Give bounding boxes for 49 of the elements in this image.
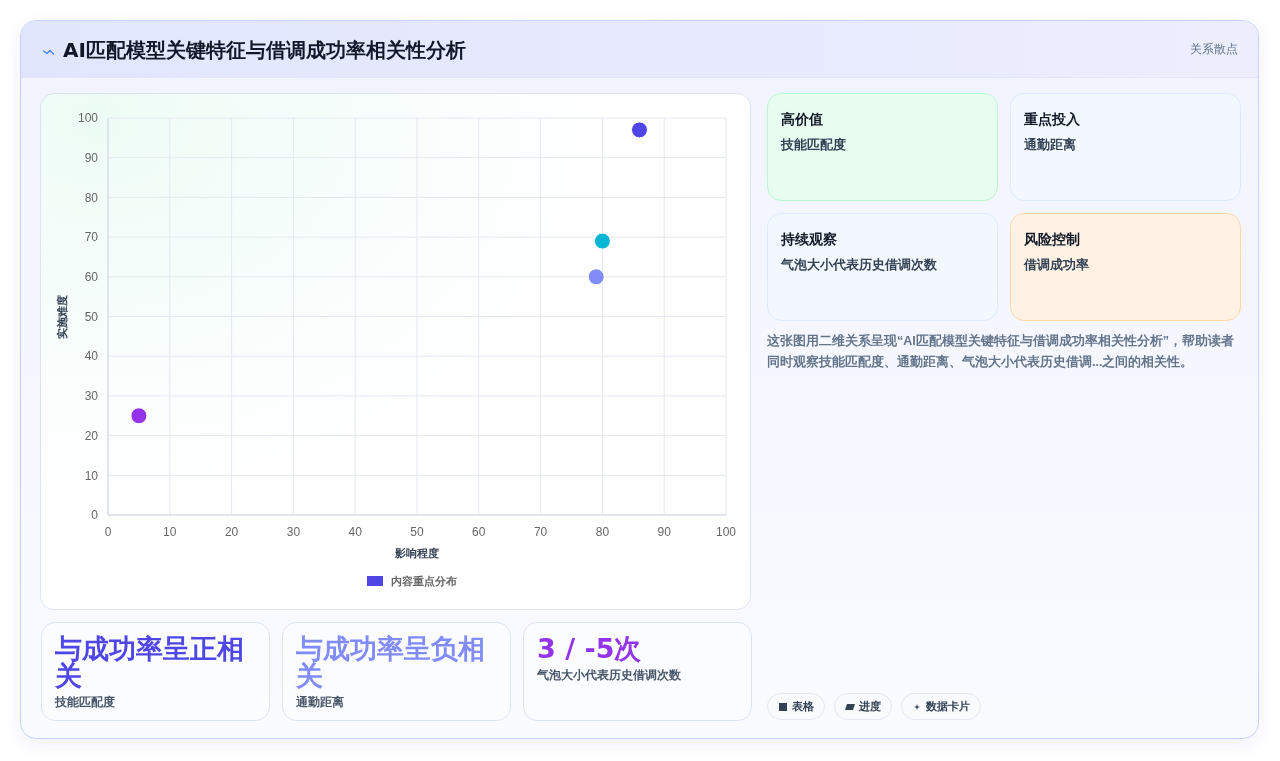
x-tick-label: 90 [657, 525, 672, 539]
category-label: 重点投入 [1024, 110, 1081, 129]
y-tick-label: 90 [84, 150, 99, 165]
text: 通勤距离 [1024, 136, 1077, 154]
y-tick-label: 30 [84, 389, 99, 404]
x-tick-label: 70 [533, 525, 548, 539]
y-tick-label: 40 [84, 349, 99, 364]
y-tick-label: 70 [84, 230, 99, 245]
y-tick-label: 0 [91, 508, 99, 523]
text: 气泡大小代表历史借调次数 [781, 257, 938, 274]
legend-label: 内容重点分布 [391, 574, 457, 588]
point [130, 407, 148, 425]
text: 3 / -5次 [537, 633, 643, 664]
category-label: 高价值 [781, 110, 824, 129]
y-tick-label: 20 [84, 428, 99, 443]
category-label: 气泡大小代表历史借调次数 [537, 667, 682, 683]
y-tick-label: 60 [84, 270, 99, 284]
text: 技能匹配度 [781, 136, 847, 154]
point [630, 121, 648, 139]
category-label: 表格 [792, 699, 814, 714]
y-tick-label: 80 [84, 190, 99, 205]
text: 借调成功率 [1024, 257, 1090, 274]
y-tick-label: 100 [77, 111, 99, 126]
point [593, 232, 611, 250]
x-tick-label: 100 [715, 525, 737, 539]
category-label: 数据卡片 [926, 699, 970, 714]
category-label: 风险控制 [1024, 230, 1081, 249]
x-tick-label: 60 [472, 525, 486, 539]
x-tick-label: 50 [410, 525, 424, 539]
text: AI匹配模型关键特征与借调成功率相关性分析 [63, 38, 466, 62]
x-tick-label: 80 [595, 525, 610, 539]
x-tick-label: 10 [163, 525, 177, 539]
point [587, 268, 605, 286]
y-axis-title: 实施难度 [55, 294, 68, 339]
text: 与成功率呈正相关 [55, 633, 245, 691]
x-tick-label: 0 [104, 525, 112, 539]
category-label: 通勤距离 [296, 694, 345, 710]
category-label: 技能匹配度 [55, 694, 116, 710]
y-tick-label: 10 [84, 468, 99, 483]
text: 关系散点 [1190, 41, 1238, 57]
category-label: 进度 [859, 699, 881, 714]
y-tick-label: 50 [84, 309, 99, 324]
x-tick-label: 20 [224, 525, 239, 539]
category-label: 持续观察 [781, 230, 838, 249]
text: 与成功率呈负相关 [296, 633, 486, 691]
x-tick-label: 30 [286, 525, 301, 539]
x-axis-title: 影响程度 [394, 547, 439, 559]
text: 这张图用二维关系呈现“AI匹配模型关键特征与借调成功率相关性分析”，帮助读者同时观察技能匹配度、通勤距离、气泡大小代表历史借调...之间的相关性。 [767, 333, 1235, 371]
x-tick-label: 40 [348, 525, 363, 539]
